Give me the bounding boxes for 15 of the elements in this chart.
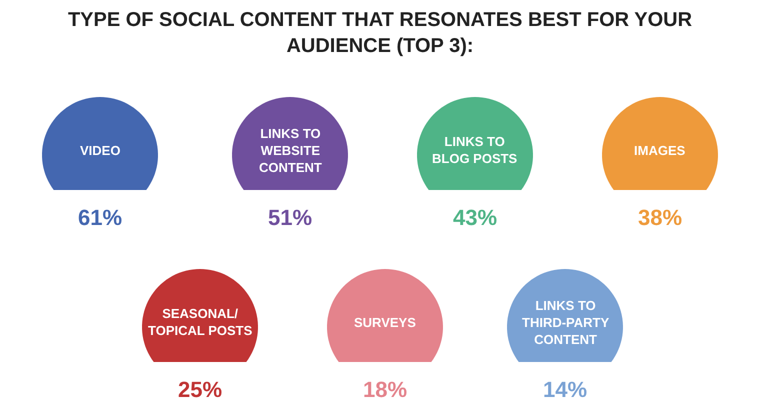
data-label: 51%	[268, 205, 312, 230]
data-label: 14%	[543, 377, 588, 400]
data-label: 61%	[78, 205, 122, 230]
data-label: 43%	[453, 205, 498, 230]
category-label: VIDEO	[80, 143, 120, 158]
data-label: 18%	[363, 377, 408, 400]
category-label: SEASONAL/ TOPICAL POSTS	[148, 306, 253, 338]
category-label: SURVEYS	[354, 315, 416, 330]
category-label: IMAGES	[634, 143, 686, 158]
category-label: LINKS TO THIRD-PARTY CONTENT	[522, 298, 610, 347]
text: TYPE OF SOCIAL CONTENT THAT RESONATES BEST FOR YOUR AUDIENCE (TOP 3):	[68, 9, 693, 57]
category-label: LINKS TO WEBSITE CONTENT	[259, 126, 322, 175]
data-label: 38%	[638, 205, 682, 230]
category-label: LINKS TO BLOG POSTS	[432, 134, 518, 166]
data-label: 25%	[178, 377, 222, 400]
